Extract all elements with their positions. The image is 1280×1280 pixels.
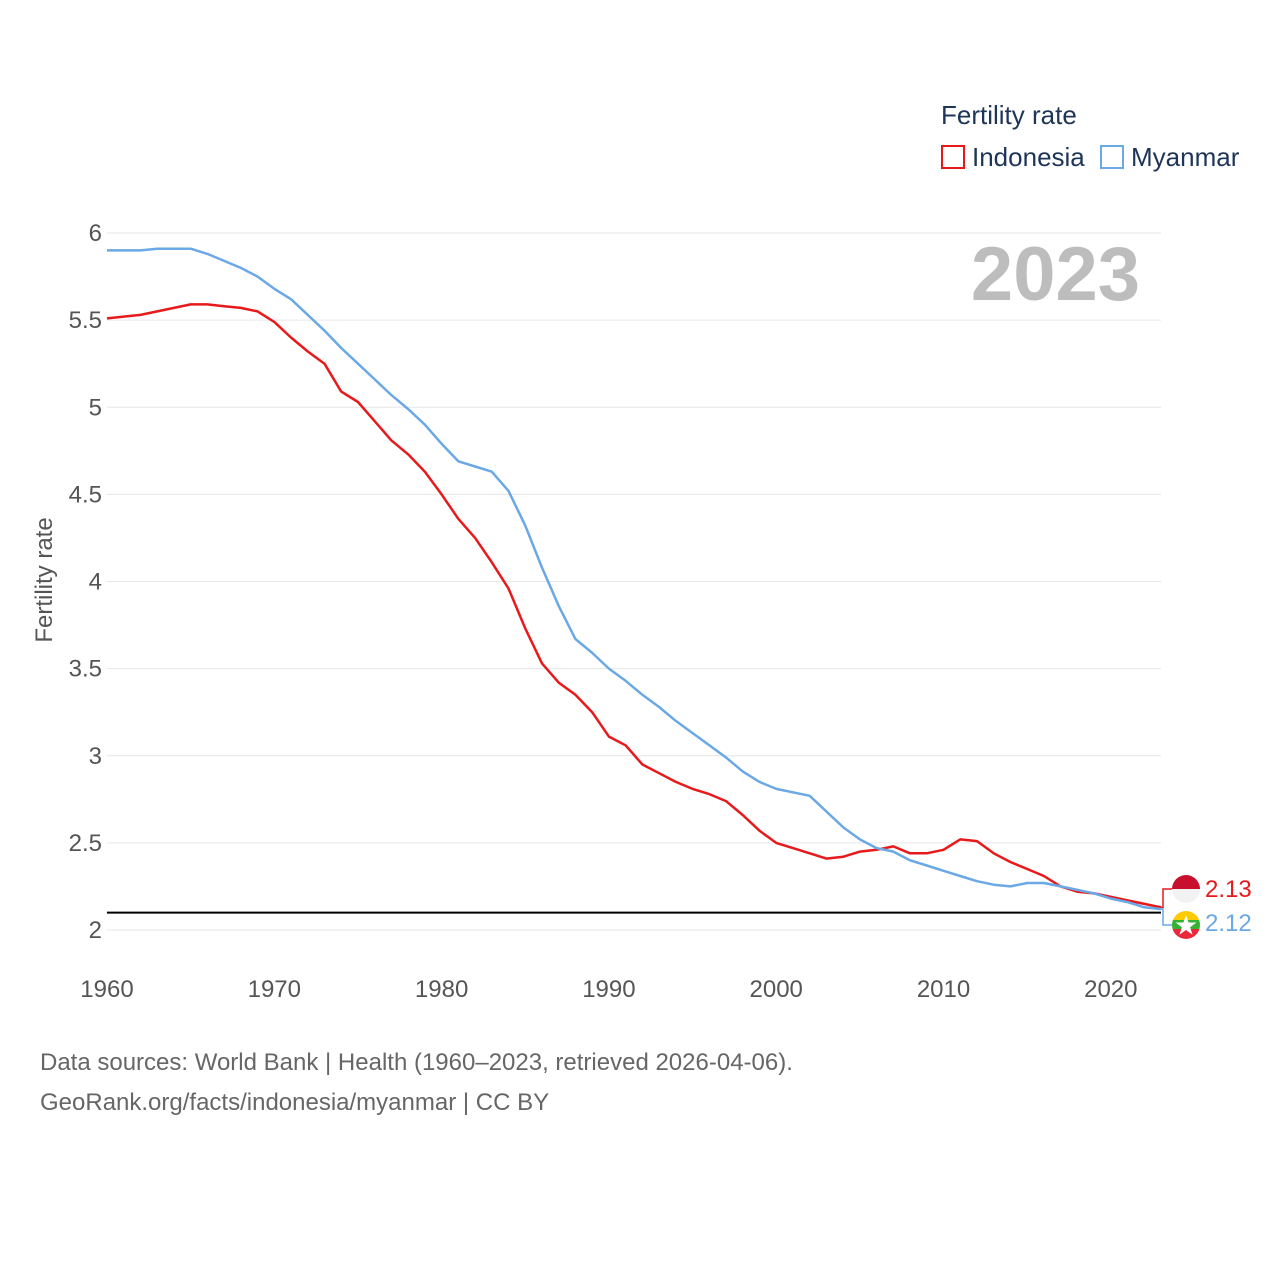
y-tick-label: 6 (89, 220, 102, 247)
source-line-1: Data sources: World Bank | Health (1960–… (40, 1049, 793, 1076)
connector-indonesia (1161, 888, 1172, 909)
legend-title: Fertility rate (941, 100, 1077, 130)
y-axis-label: Fertility rate (31, 517, 58, 642)
series-lines (106, 247, 1162, 911)
y-axis-ticks: 2 2.5 3 3.5 4 4.5 5 5.5 6 (69, 220, 102, 944)
flag-icon-myanmar (1172, 911, 1200, 939)
y-tick-label: 2.5 (69, 830, 102, 857)
y-tick-label: 3 (89, 743, 102, 770)
x-tick-label: 2020 (1084, 976, 1137, 1003)
source-note: Data sources: World Bank | Health (1960–… (40, 1043, 793, 1123)
source-line-2[interactable]: GeoRank.org/facts/indonesia/myanmar | CC… (40, 1089, 550, 1116)
end-label-indonesia: 2.13 (1205, 876, 1252, 903)
fertility-rate-chart: 2 2.5 3 3.5 4 4.5 5 5.5 6 1960 1970 1980 1990 2000 20… (31, 100, 1252, 1003)
legend-label-indonesia: Indonesia (972, 142, 1085, 172)
legend-swatch-myanmar (1100, 145, 1124, 169)
y-tick-label: 2 (89, 917, 102, 944)
y-tick-label: 4 (89, 569, 102, 596)
x-tick-label: 1960 (80, 976, 133, 1003)
x-tick-label: 1990 (582, 976, 635, 1003)
legend: Fertility rate Indonesia Myanmar (941, 100, 1240, 172)
legend-label-myanmar: Myanmar (1131, 142, 1240, 172)
series-line-indonesia[interactable] (106, 303, 1162, 909)
year-label: 2023 (971, 232, 1140, 317)
y-tick-label: 4.5 (69, 481, 102, 508)
legend-swatch-indonesia (941, 145, 965, 169)
x-tick-label: 2010 (917, 976, 970, 1003)
connector-myanmar (1161, 908, 1172, 926)
y-tick-label: 5 (89, 394, 102, 421)
legend-item-indonesia[interactable]: Indonesia (941, 142, 1085, 172)
x-tick-label: 2000 (750, 976, 803, 1003)
y-tick-label: 3.5 (69, 656, 102, 683)
x-tick-label: 1970 (248, 976, 301, 1003)
legend-item-myanmar[interactable]: Myanmar (1100, 142, 1240, 172)
end-label-myanmar: 2.12 (1205, 910, 1252, 937)
series-line-myanmar[interactable] (107, 247, 1162, 911)
y-tick-label: 5.5 (69, 307, 102, 334)
end-markers: 2.13 2.12 (1161, 875, 1252, 939)
x-tick-label: 1980 (415, 976, 468, 1003)
flag-icon-indonesia (1172, 875, 1200, 903)
x-axis-ticks: 1960 1970 1980 1990 2000 2010 2020 (80, 976, 1137, 1003)
gridlines (107, 232, 1161, 931)
